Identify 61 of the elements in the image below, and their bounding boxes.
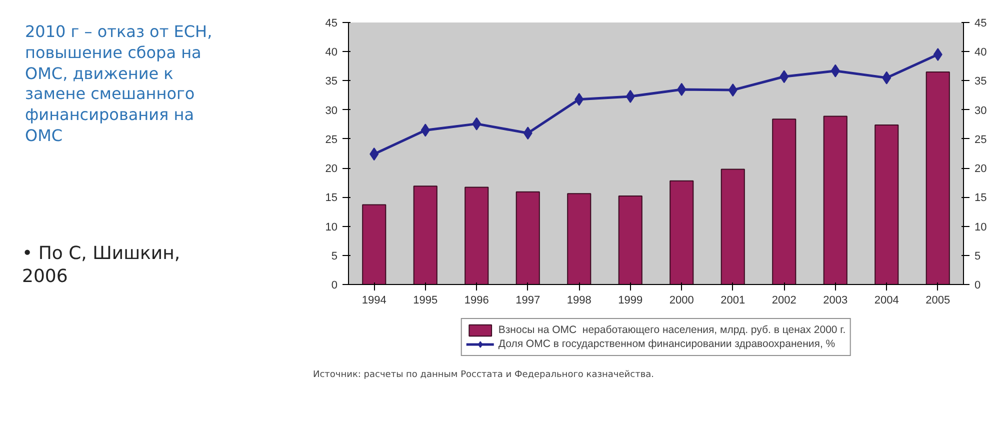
- legend-label: Доля ОМС в государственном финансировании здравоохранения, %: [498, 337, 836, 351]
- y-tick-label: 15: [325, 192, 338, 204]
- x-tick-label: 1999: [618, 294, 643, 306]
- point: [933, 48, 942, 62]
- x-tick-label: 2005: [926, 294, 950, 306]
- point: [780, 70, 789, 84]
- x-tick-label: 2000: [669, 294, 694, 306]
- x-tick-label: 2004: [874, 294, 899, 306]
- bar: [926, 71, 950, 284]
- point: [370, 148, 379, 161]
- bar: [464, 186, 489, 284]
- bar: [413, 186, 438, 284]
- text: 2010 г – отказ от ЕСН, повышение сбора на ОМС, движение к замене смешанного финансирования на ОМС: [25, 22, 212, 147]
- x-tick-label: 1997: [516, 294, 540, 306]
- y2-tick-label: 30: [974, 104, 987, 117]
- point: [882, 71, 892, 84]
- y-tick-label: 5: [331, 250, 338, 262]
- x-tick-label: 2001: [720, 294, 746, 306]
- y2-tick-label: 20: [974, 163, 987, 176]
- y-tick-label: 40: [325, 46, 338, 59]
- y2-tick-label: 40: [974, 46, 987, 59]
- legend-label: Взносы на ОМС неработающего населения, млрд. руб. в ценах 2000 г.: [498, 323, 846, 337]
- bar: [618, 196, 642, 284]
- point: [728, 84, 738, 97]
- y2-tick-label: 0: [974, 280, 981, 292]
- point: [472, 117, 482, 130]
- y-tick-label: 30: [325, 104, 338, 117]
- y-tick-label: 20: [325, 163, 338, 176]
- y-tick-label: 25: [325, 134, 338, 146]
- y-tick-label: 35: [325, 76, 338, 88]
- x-tick-label: 2003: [823, 294, 848, 306]
- x-tick-label: 1996: [464, 294, 489, 306]
- y2-tick-label: 15: [974, 192, 987, 204]
- bar: [362, 204, 386, 284]
- point: [626, 90, 635, 103]
- text: • По С, Шишкин, 2006: [22, 242, 180, 289]
- point: [523, 126, 532, 140]
- y2-tick-label: 25: [974, 134, 987, 146]
- y-tick-label: 0: [331, 280, 338, 292]
- bar: [772, 118, 796, 284]
- bar: [567, 193, 592, 284]
- y-tick-label: 10: [325, 221, 338, 234]
- point: [677, 82, 686, 96]
- y-tick-label: 45: [325, 18, 338, 30]
- bar: [670, 180, 694, 284]
- y2-tick-label: 5: [974, 250, 981, 262]
- bar: [516, 191, 540, 284]
- y2-tick-label: 35: [974, 76, 987, 88]
- x-tick-label: 1994: [362, 294, 386, 306]
- bar: [874, 124, 899, 284]
- point: [420, 124, 430, 137]
- point: [574, 92, 584, 106]
- text: Источник: расчеты по данным Росстата и Федерального казначейства.: [313, 370, 654, 382]
- bar: [720, 168, 745, 284]
- y2-tick-label: 45: [974, 18, 987, 30]
- y2-tick-label: 10: [974, 221, 987, 234]
- point: [830, 64, 840, 78]
- x-tick-label: 1998: [566, 294, 592, 306]
- x-tick-label: 1995: [413, 294, 438, 306]
- x-tick-label: 2002: [772, 294, 796, 306]
- bar: [823, 116, 848, 284]
